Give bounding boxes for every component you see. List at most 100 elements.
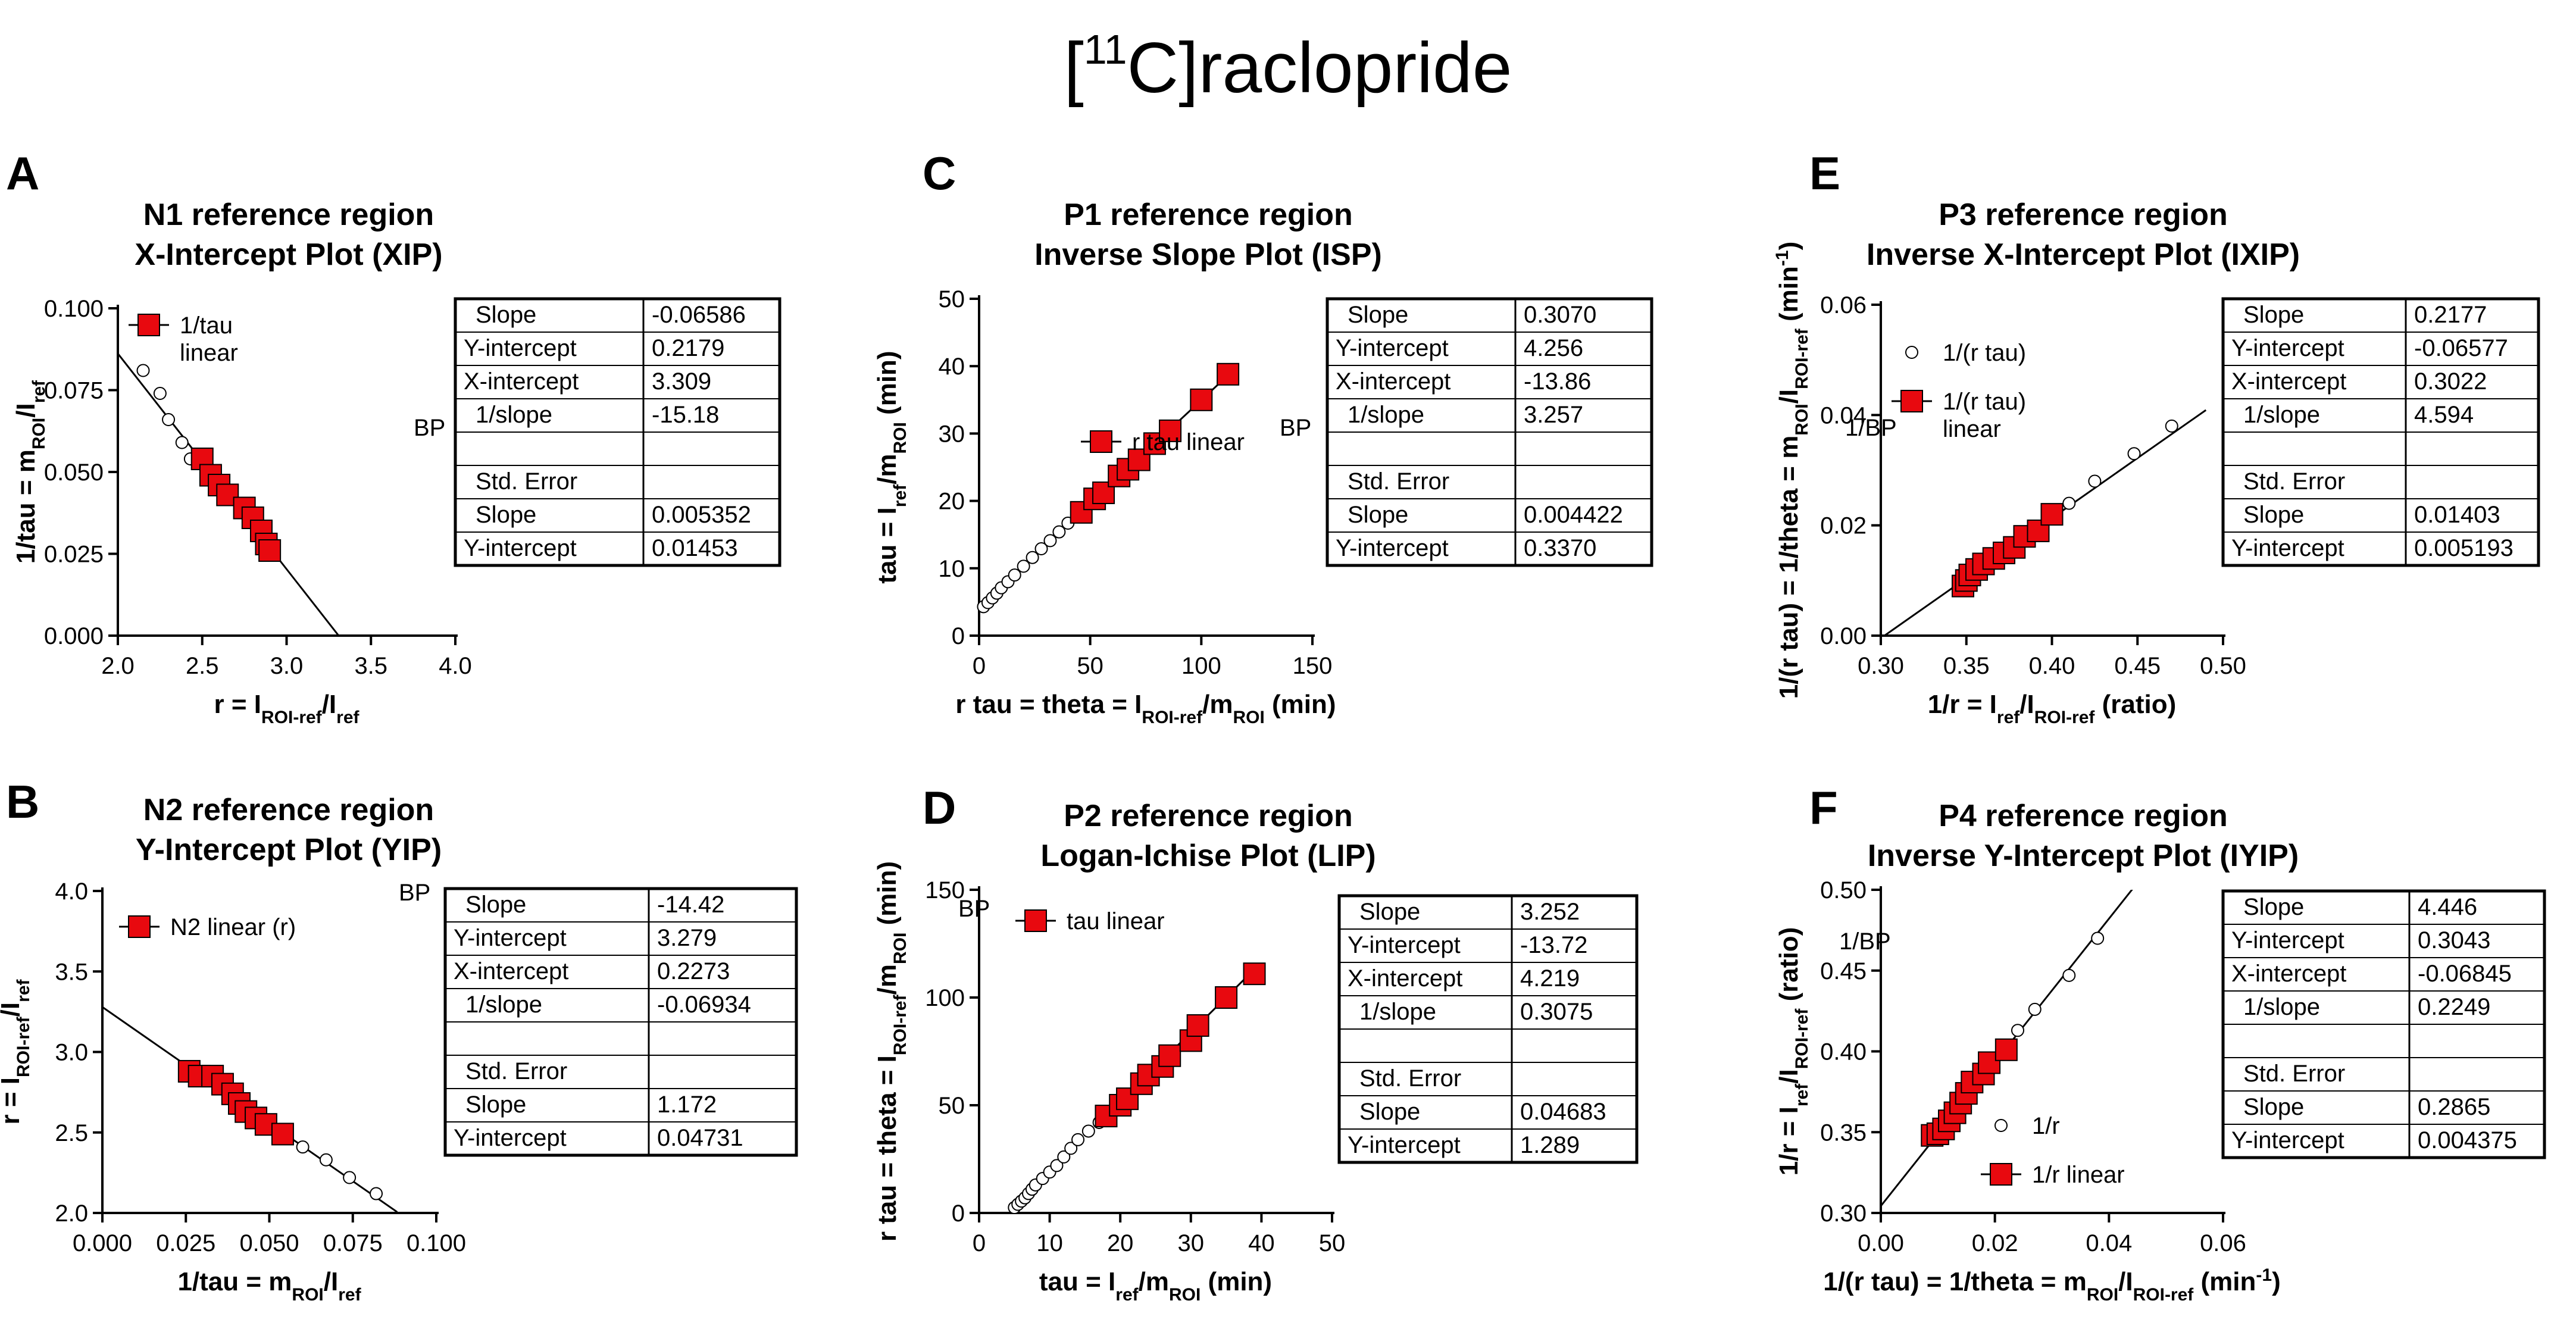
table-cell-value: 0.04731	[657, 1125, 743, 1151]
x-tick-label: 150	[1293, 653, 1333, 679]
x-tick-label: 0.50	[2200, 653, 2246, 679]
table-cell-label: Slope	[1359, 899, 1420, 925]
x-tick-label: 40	[1248, 1230, 1275, 1256]
open-circle-point	[2011, 1024, 2024, 1037]
table-cell-value: 0.004422	[1524, 502, 1623, 528]
panel-letter: B	[6, 776, 39, 828]
table-cell-value: -0.06845	[2418, 961, 2512, 987]
y-tick-label: 0.50	[1820, 877, 1867, 903]
y-tick-label: 10	[939, 556, 965, 582]
chart-title-line: Inverse X-Intercept Plot (IXIP)	[1867, 237, 2300, 272]
x-tick-label: 0.35	[1943, 653, 1990, 679]
legend-label: 1/(r tau)	[1943, 340, 2026, 366]
panel-letter: A	[6, 147, 39, 199]
y-tick-label: 0.100	[44, 296, 104, 322]
open-circle-point	[370, 1187, 383, 1200]
chart-title-line: P3 reference region	[1939, 198, 2228, 232]
table-cell-label: 1/slope	[465, 992, 542, 1018]
table-cell-label: Y-intercept	[2231, 1127, 2344, 1153]
table-cell-label: Slope	[2243, 302, 2304, 328]
y-tick-label: 0.35	[1820, 1120, 1867, 1146]
panel-letter: D	[923, 781, 956, 834]
panel-c: C P1 reference region Inverse Slope Plot (…	[873, 147, 1653, 727]
fit-square-point	[1215, 986, 1238, 1009]
y-tick-label: 2.0	[55, 1200, 88, 1227]
table-cell-label: Slope	[476, 302, 536, 328]
legend-marker-square	[1900, 390, 1923, 412]
x-tick-label: 0.100	[407, 1230, 466, 1256]
table-cell-value: -13.72	[1520, 932, 1587, 958]
open-circle-point	[2062, 968, 2076, 982]
table-cell-label: Std. Error	[2243, 468, 2345, 495]
results-table: Slope 0.3070 Y-intercept 4.256 X-intercept -1…	[1325, 297, 1653, 567]
x-tick-label: 0.050	[239, 1230, 299, 1256]
x-axis-label: 1/(r tau) = 1/theta = mROI/IROI-ref (min…	[1823, 1265, 2281, 1305]
table-cell-label: Slope	[465, 892, 526, 918]
table-cell-value: -15.18	[652, 402, 719, 428]
y-tick-label: 50	[939, 1093, 965, 1119]
table-cell-value: 0.01453	[652, 535, 738, 561]
table-cell-value: 3.309	[652, 368, 711, 395]
open-circle-point	[2091, 931, 2105, 945]
table-cell-value: 3.252	[1520, 899, 1580, 925]
x-tick-label: 10	[1036, 1230, 1063, 1256]
x-tick-label: 50	[1319, 1230, 1346, 1256]
open-circle-point	[1043, 534, 1057, 548]
y-tick-label: 40	[939, 354, 965, 380]
x-tick-label: 0.06	[2200, 1230, 2246, 1256]
table-cell-value: -0.06586	[652, 302, 746, 328]
x-tick-label: 0	[973, 653, 986, 679]
x-tick-label: 4.0	[439, 653, 472, 679]
table-cell-label: Slope	[1348, 502, 1408, 528]
table-cell-value: 4.256	[1524, 335, 1583, 361]
table-cell-value: 0.004375	[2418, 1127, 2517, 1153]
table-cell-value: -0.06934	[657, 992, 751, 1018]
open-circle-point	[1052, 525, 1066, 539]
x-tick-label: 0.45	[2114, 653, 2161, 679]
table-cell-label: Slope	[1359, 1099, 1420, 1125]
fit-square-point	[1159, 419, 1182, 442]
open-circle-point	[296, 1140, 310, 1154]
side-label: BP	[414, 415, 445, 441]
open-circle-point	[136, 364, 150, 377]
table-cell-label: 1/slope	[1348, 402, 1424, 428]
y-tick-label: 100	[925, 985, 965, 1011]
table-cell-label: Y-intercept	[1336, 535, 1449, 561]
side-label: 1/BP	[1839, 928, 1891, 955]
panel-letter: E	[1809, 147, 1840, 199]
x-tick-label: 3.0	[270, 653, 304, 679]
y-tick-label: 0.04	[1820, 402, 1867, 429]
x-tick-label: 100	[1181, 653, 1221, 679]
x-tick-label: 30	[1178, 1230, 1205, 1256]
table-cell-label: Slope	[465, 1092, 526, 1118]
side-label: BP	[958, 896, 990, 922]
chart-title-line: N1 reference region	[143, 198, 434, 232]
y-axis-label: r = IROI-ref/Iref	[0, 979, 33, 1125]
open-circle-point	[2127, 447, 2141, 461]
open-circle-point	[1034, 542, 1048, 555]
table-cell-value: 0.2249	[2418, 994, 2490, 1020]
y-tick-label: 0.025	[44, 542, 104, 568]
table-cell-label: Y-intercept	[464, 535, 577, 561]
table-cell-label: Y-intercept	[454, 1125, 567, 1151]
y-tick-label: 0.075	[44, 378, 104, 404]
fit-square-point	[1186, 1014, 1209, 1037]
table-cell-label: X-intercept	[2231, 961, 2346, 987]
open-circle-point	[1017, 559, 1030, 573]
results-table: Slope -14.42 Y-intercept 3.279 X-intercept 0.…	[443, 887, 798, 1157]
legend-marker-square	[128, 915, 151, 938]
table-cell-label: Slope	[1348, 302, 1408, 328]
x-tick-label: 3.5	[354, 653, 387, 679]
fit-square-point	[1190, 388, 1213, 411]
side-label: BP	[1280, 415, 1311, 441]
legend-marker-open-circle	[1994, 1119, 2008, 1132]
fit-square-point	[1978, 1051, 2001, 1074]
open-circle-point	[2028, 1002, 2042, 1016]
x-tick-label: 20	[1107, 1230, 1134, 1256]
y-axis-label: 1/r = Iref/IROI-ref (ratio)	[1774, 927, 1812, 1176]
table-cell-label: 1/slope	[2243, 402, 2320, 428]
table-cell-label: X-intercept	[1348, 965, 1462, 992]
chart-title-line: P4 reference region	[1939, 799, 2228, 833]
table-cell-label: Slope	[476, 502, 536, 528]
table-cell-label: Slope	[2243, 894, 2304, 920]
